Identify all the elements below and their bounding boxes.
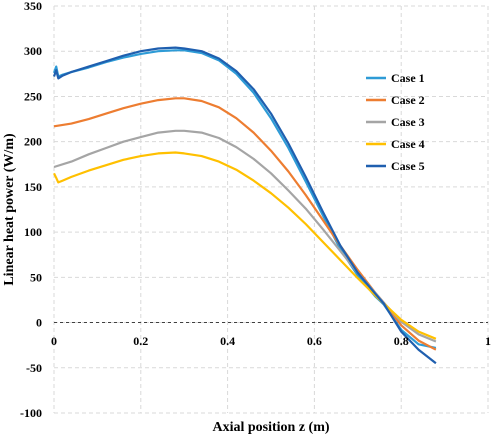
y-tick-label: 150 (24, 180, 42, 194)
series-line-case-4 (53, 151, 437, 340)
series-line-case-2 (53, 97, 437, 351)
y-tick-label: -50 (26, 361, 42, 375)
series-line-case-1 (52, 49, 437, 349)
x-axis-title: Axial position z (m) (212, 420, 329, 435)
legend-label: Case 2 (391, 93, 425, 107)
x-tick-label: 0.6 (307, 334, 322, 348)
y-tick-label: 0 (36, 316, 42, 330)
y-tick-label: 300 (24, 44, 42, 58)
x-tick-label: 0 (51, 334, 57, 348)
y-tick-labels: -100 -50 0 50 100 150 200 250 300 350 (20, 0, 42, 420)
legend: Case 1 Case 2 Case 3 Case 4 Case 5 (366, 71, 425, 173)
x-tick-label: 0.2 (133, 334, 148, 348)
y-tick-label: 350 (24, 0, 42, 13)
x-tick-label: 0.4 (220, 334, 235, 348)
y-tick-label: -100 (20, 406, 42, 420)
y-tick-label: 200 (24, 135, 42, 149)
legend-label: Case 1 (391, 71, 425, 85)
x-tick-labels: 0 0.2 0.4 0.6 0.8 1 (51, 334, 491, 348)
series-line-case-5 (52, 46, 437, 365)
x-tick-label: 1 (485, 334, 491, 348)
y-axis-title: Linear heat power (W/m) (2, 133, 17, 286)
legend-label: Case 5 (391, 159, 425, 173)
x-tick-label: 0.8 (394, 334, 409, 348)
series-line-case-3 (53, 129, 437, 343)
y-tick-label: 50 (30, 270, 42, 284)
series-layer (52, 46, 437, 365)
legend-label: Case 4 (391, 137, 425, 151)
y-tick-label: 250 (24, 89, 42, 103)
legend-label: Case 3 (391, 115, 425, 129)
y-tick-label: 100 (24, 225, 42, 239)
